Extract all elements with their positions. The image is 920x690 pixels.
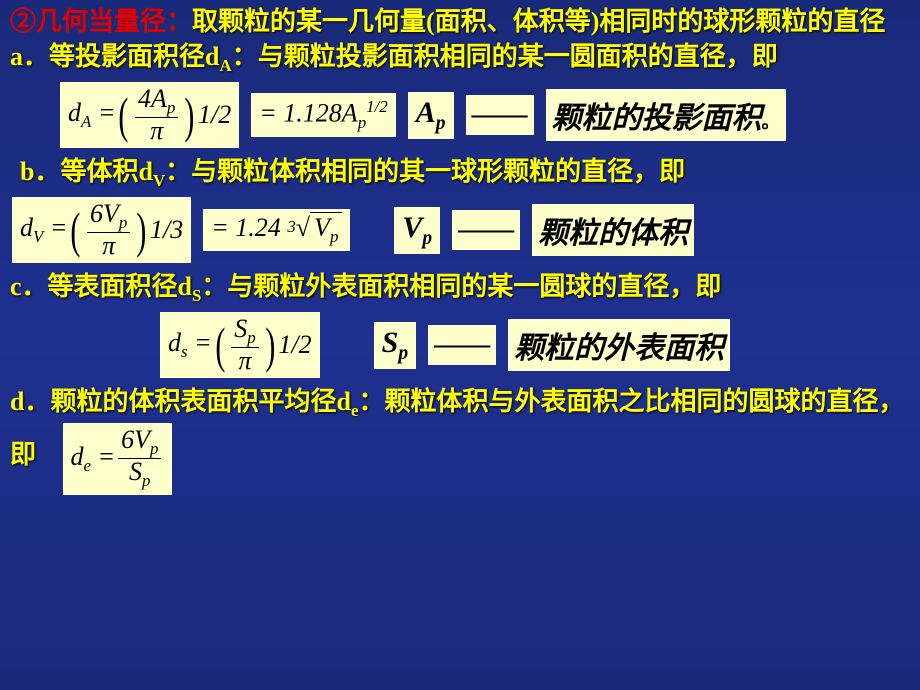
heading-title: 几何当量径： — [36, 7, 192, 36]
item-b-formula-row: dV = ( 6Vp π ) 1/3 = 1.24 3√Vp Vp —— 颗粒的… — [12, 197, 910, 263]
item-b-text: b．等体积dV：与颗粒体积相同的其一球形颗粒的直径，即 — [10, 154, 910, 193]
formula-b-lhs: dV = ( 6Vp π ) 1/3 — [12, 197, 191, 263]
item-c-symbol: 等表面积径d — [48, 272, 192, 301]
item-b-symbol: 等体积d — [60, 157, 152, 186]
item-d-label: d． — [10, 387, 50, 416]
section-heading: ②几何当量径：取颗粒的某一几何量(面积、体积等)相同时的球形颗粒的直径 — [10, 4, 910, 39]
item-b-sub: V — [153, 171, 165, 190]
formula-c-var: Sp — [374, 322, 416, 369]
formula-a-rhs: = 1.128Ap1/2 — [251, 93, 395, 137]
formula-c-lhs: ds = ( Sp π ) 1/2 — [160, 312, 320, 378]
heading-number: ② — [10, 7, 36, 36]
item-c-sub: S — [192, 286, 201, 305]
item-a-formula-row: dA = ( 4Ap π ) 1/2 = 1.128Ap1/2 Ap —— 颗粒… — [60, 82, 910, 148]
formula-a-arrow: —— — [466, 95, 534, 135]
item-a-sub: A — [219, 56, 231, 75]
formula-a-var: Ap — [408, 92, 454, 139]
item-a-symbol: 等投影面积径d — [49, 42, 219, 71]
item-c-label: c． — [10, 272, 48, 301]
formula-c-desc: 颗粒的外表面积 — [508, 319, 730, 371]
formula-b-arrow: —— — [452, 210, 520, 250]
item-b-rest: ：与颗粒体积相同的其一球形颗粒的直径，即 — [165, 157, 685, 186]
item-c-rest: ：与颗粒外表面积相同的某一圆球的直径，即 — [201, 272, 721, 301]
item-c-text: c．等表面积径dS：与颗粒外表面积相同的某一圆球的直径，即 — [10, 269, 910, 308]
item-d-symbol: 颗粒的体积表面积平均径d — [50, 387, 350, 416]
formula-d: de = 6Vp Sp — [63, 423, 173, 494]
heading-desc: 取颗粒的某一几何量(面积、体积等)相同时的球形颗粒的直径 — [192, 7, 885, 36]
formula-c-arrow: —— — [428, 325, 496, 365]
formula-b-rhs: = 1.24 3√Vp — [203, 209, 350, 251]
item-a-rest: ：与颗粒投影面积相同的某一圆面积的直径，即 — [232, 42, 778, 71]
formula-b-desc: 颗粒的体积 — [532, 204, 694, 256]
item-a-label: a． — [10, 42, 49, 71]
item-a-text: a．等投影面积径dA：与颗粒投影面积相同的某一圆面积的直径，即 — [10, 39, 910, 78]
slide-content: ②几何当量径：取颗粒的某一几何量(面积、体积等)相同时的球形颗粒的直径 a．等投… — [0, 0, 920, 499]
formula-b-var: Vp — [394, 207, 440, 254]
formula-a-desc: 颗粒的投影面积。 — [546, 89, 786, 141]
formula-a-lhs: dA = ( 4Ap π ) 1/2 — [60, 82, 239, 148]
item-b-label: b． — [20, 157, 60, 186]
item-c-formula-row: ds = ( Sp π ) 1/2 Sp —— 颗粒的外表面积 — [160, 312, 910, 378]
